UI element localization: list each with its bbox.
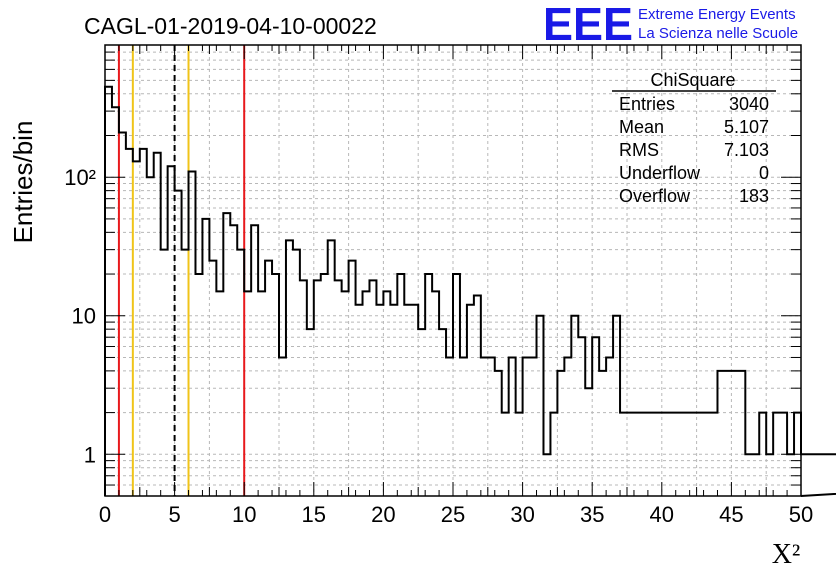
x-tick-label: 20 [371, 502, 395, 527]
logo-line1: Extreme Energy Events [638, 6, 796, 23]
stats-title: ChiSquare [650, 70, 735, 90]
y-axis-label: Entries/bin [8, 121, 38, 244]
x-tick-labels: 0 5 10 15 20 25 30 35 40 45 50 [99, 502, 813, 527]
logo-line2: La Scienza nelle Scuole [638, 25, 798, 42]
y-tick-label: 1 [84, 442, 96, 467]
x-tick-label: 10 [232, 502, 256, 527]
stats-row-label: Mean [619, 117, 664, 137]
x-tick-label: 5 [168, 502, 180, 527]
x-tick-label: 15 [302, 502, 326, 527]
histogram-outline [104, 85, 836, 497]
x-axis-label: X² [772, 539, 801, 570]
stats-row-value: 5.107 [724, 117, 769, 137]
stats-row-value: 0 [759, 163, 769, 183]
x-tick-label: 25 [441, 502, 465, 527]
y-tick-label: 10 [72, 304, 96, 329]
stats-row-label: RMS [619, 140, 659, 160]
stats-row-label: Entries [619, 94, 675, 114]
stats-row-label: Overflow [619, 186, 691, 206]
stats-box: ChiSquare Entries 3040 Mean 5.107 RMS 7.103 Un… [612, 70, 776, 206]
eee-logo: EEE Extreme Energy Events La Scienza nel… [543, 0, 798, 50]
x-tick-label: 45 [719, 502, 743, 527]
x-tick-label: 0 [99, 502, 111, 527]
chart-title: CAGL-01-2019-04-10-00022 [84, 13, 377, 39]
stats-row-label: Underflow [619, 163, 701, 183]
stats-row-value: 183 [739, 186, 769, 206]
x-tick-label: 30 [510, 502, 534, 527]
stats-row-value: 7.103 [724, 140, 769, 160]
grid [105, 45, 801, 496]
reference-lines [117, 45, 246, 496]
y-tick-label: 10² [64, 165, 96, 190]
x-tick-label: 40 [650, 502, 674, 527]
axes [104, 44, 802, 497]
stats-row-value: 3040 [729, 94, 769, 114]
y-tick-labels: 1 10 10² [64, 165, 96, 467]
x-tick-label: 35 [580, 502, 604, 527]
logo-mark: EEE [543, 0, 633, 50]
x-tick-label: 50 [789, 502, 813, 527]
